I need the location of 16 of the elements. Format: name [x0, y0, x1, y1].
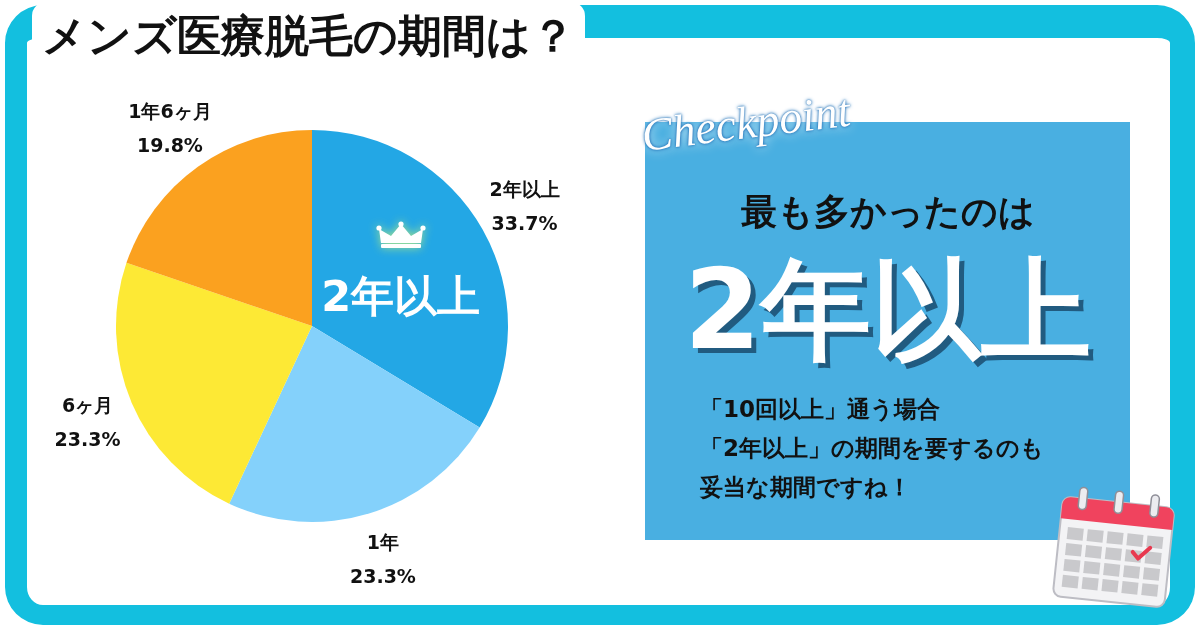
text: 2年以上	[321, 270, 481, 321]
data-label: 23.3%	[54, 427, 121, 450]
text: 2年以上	[683, 246, 1092, 374]
slice-label: 6ヶ月	[61, 393, 114, 416]
text: 妥当な期間ですね！	[700, 473, 911, 502]
text: Checkpoint	[638, 83, 854, 163]
data-label: 19.8%	[136, 133, 203, 156]
text: 最も多かったのは	[739, 190, 1036, 234]
text: 「10回以上」通う場合	[700, 395, 941, 424]
data-label: 33.7%	[491, 212, 558, 235]
slice-label: 2年以上	[489, 178, 560, 201]
slice-label: 1年	[366, 531, 400, 554]
slice-label: 1年6ヶ月	[128, 99, 212, 122]
data-label: 23.3%	[349, 565, 416, 588]
chart-title: メンズ医療脱毛の期間は？	[32, 2, 585, 68]
text: 「2年以上」の期間を要するのも	[700, 434, 1045, 463]
